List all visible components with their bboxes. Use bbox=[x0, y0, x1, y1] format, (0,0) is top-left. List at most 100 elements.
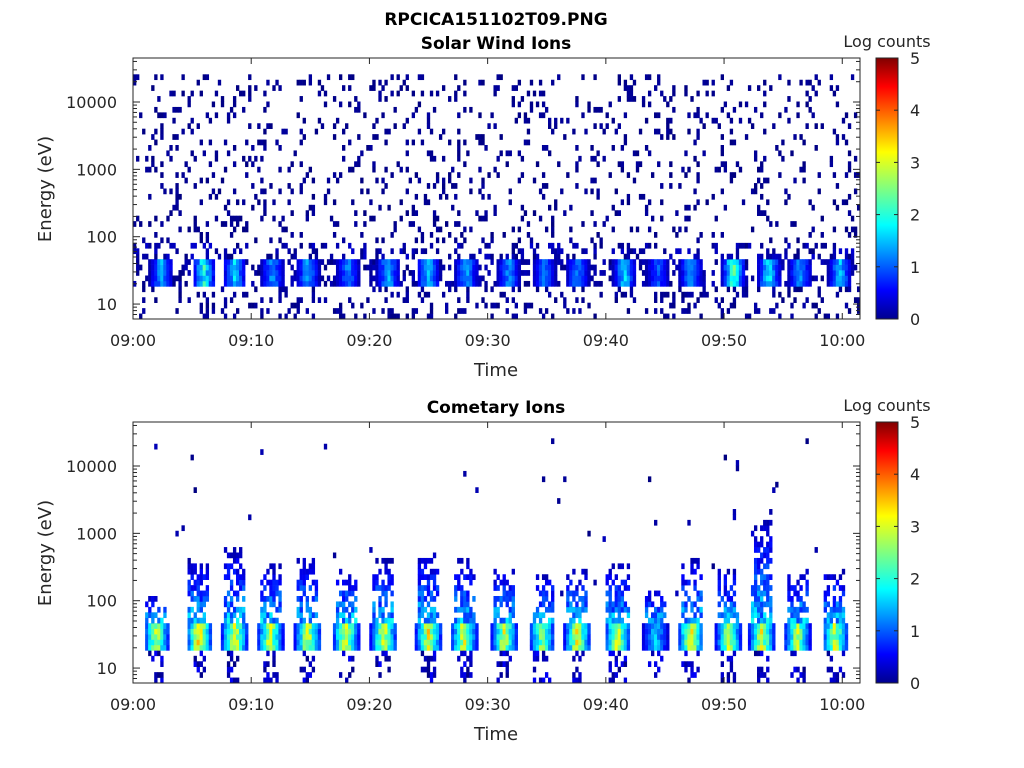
spectrogram-cell bbox=[275, 79, 279, 86]
spectrogram-cell bbox=[226, 210, 231, 216]
spectrogram-cell bbox=[390, 574, 394, 580]
spectrogram-cell bbox=[717, 302, 721, 309]
spectrogram-cell bbox=[735, 623, 740, 629]
spectrogram-cell bbox=[835, 612, 840, 619]
spectrogram-cell bbox=[335, 617, 340, 624]
spectrogram-cell bbox=[272, 574, 276, 580]
spectrogram-cell bbox=[299, 280, 303, 287]
spectrogram-cell bbox=[405, 291, 409, 298]
spectrogram-cell bbox=[529, 623, 534, 629]
spectrogram-cell bbox=[335, 264, 340, 271]
spectrogram-cell bbox=[760, 541, 764, 548]
spectrogram-cell bbox=[620, 601, 625, 608]
spectrogram-cell bbox=[505, 644, 509, 651]
spectrogram-cell bbox=[311, 177, 316, 184]
spectrogram-cell bbox=[690, 628, 694, 635]
spectrogram-cell bbox=[617, 612, 621, 619]
spectrogram-cell bbox=[541, 639, 546, 646]
spectrogram-cell bbox=[296, 585, 300, 591]
spectrogram-cell bbox=[660, 264, 664, 271]
spectrogram-cell bbox=[242, 585, 246, 591]
spectrogram-cell bbox=[535, 574, 540, 580]
spectrogram-cell bbox=[832, 644, 837, 651]
spectrogram-cell bbox=[335, 612, 340, 619]
spectrogram-cell bbox=[832, 628, 837, 635]
spectrogram-cell bbox=[693, 188, 697, 195]
spectrogram-cell bbox=[266, 672, 270, 678]
spectrogram-cell bbox=[463, 623, 467, 629]
spectrogram-cell bbox=[163, 634, 167, 640]
spectrogram-cell bbox=[348, 590, 352, 597]
spectrogram-cell bbox=[496, 606, 500, 613]
spectrogram-cell bbox=[654, 639, 658, 646]
spectrogram-cell bbox=[175, 275, 179, 282]
spectrogram-cell bbox=[423, 644, 428, 651]
spectrogram-cell bbox=[242, 291, 246, 298]
spectrogram-cell bbox=[505, 617, 509, 624]
spectrogram-cell bbox=[466, 655, 470, 662]
spectrogram-cell bbox=[572, 286, 576, 293]
spectrogram-cell bbox=[254, 286, 258, 293]
spectrogram-cell bbox=[381, 623, 385, 629]
spectrogram-cell bbox=[723, 161, 728, 168]
spectrogram-cell bbox=[763, 579, 767, 586]
spectrogram-cell bbox=[850, 74, 855, 81]
spectrogram-cell bbox=[308, 639, 313, 646]
spectrogram-cell bbox=[508, 634, 512, 640]
spectrogram-cell bbox=[760, 525, 764, 532]
spectrogram-cell bbox=[217, 253, 222, 260]
spectrogram-cell bbox=[281, 226, 285, 233]
spectrogram-cell bbox=[696, 590, 700, 597]
spectrogram-cell bbox=[596, 232, 600, 238]
spectrogram-cell bbox=[163, 259, 167, 265]
spectrogram-cell bbox=[663, 291, 667, 298]
spectrogram-cell bbox=[254, 237, 258, 244]
spectrogram-cell bbox=[557, 161, 561, 168]
spectrogram-cell bbox=[499, 601, 503, 608]
spectrogram-cell bbox=[299, 606, 303, 613]
spectrogram-cell bbox=[769, 557, 773, 564]
spectrogram-cell bbox=[823, 634, 827, 640]
spectrogram-cell bbox=[460, 275, 464, 282]
spectrogram-cell bbox=[757, 286, 761, 293]
spectrogram-cell bbox=[160, 183, 164, 189]
spectrogram-cell bbox=[511, 270, 515, 276]
spectrogram-cell bbox=[432, 155, 437, 162]
spectrogram-cell bbox=[596, 188, 600, 195]
spectrogram-cell bbox=[502, 280, 506, 287]
spectrogram-cell bbox=[317, 264, 322, 271]
spectrogram-cell bbox=[538, 628, 543, 635]
spectrogram-cell bbox=[790, 606, 794, 613]
spectrogram-cell bbox=[205, 628, 210, 635]
spectrogram-cell bbox=[638, 128, 643, 135]
spectrogram-cell bbox=[699, 275, 703, 282]
spectrogram-cell bbox=[214, 215, 219, 222]
spectrogram-cell bbox=[435, 623, 440, 629]
spectrogram-cell bbox=[823, 639, 827, 646]
spectrogram-cell bbox=[293, 275, 297, 282]
spectrogram-cell bbox=[190, 596, 194, 602]
spectrogram-cell bbox=[514, 85, 518, 91]
spectrogram-cell bbox=[402, 79, 406, 86]
spectrogram-cell bbox=[357, 264, 361, 271]
spectrogram-cell bbox=[239, 90, 243, 97]
spectrogram-cell bbox=[720, 639, 724, 646]
spectrogram-cell bbox=[317, 644, 322, 651]
spectrogram-cell bbox=[420, 639, 425, 646]
spectrogram-cell bbox=[269, 280, 273, 287]
spectrogram-cell bbox=[726, 280, 731, 287]
spectrogram-cell bbox=[417, 628, 422, 635]
spectrogram-cell bbox=[420, 280, 425, 287]
spectrogram-cell bbox=[166, 150, 170, 157]
spectrogram-cell bbox=[823, 623, 827, 629]
spectrogram-cell bbox=[517, 248, 522, 255]
spectrogram-cell bbox=[548, 259, 552, 265]
spectrogram-cell bbox=[457, 628, 461, 635]
spectrogram-cell bbox=[548, 579, 552, 586]
spectrogram-cell bbox=[414, 634, 419, 640]
spectrogram-cell bbox=[729, 661, 734, 667]
spectrogram-cell bbox=[826, 601, 831, 608]
spectrogram-cell bbox=[663, 612, 667, 619]
spectrogram-cell bbox=[726, 639, 731, 646]
spectrogram-cell bbox=[311, 242, 316, 249]
